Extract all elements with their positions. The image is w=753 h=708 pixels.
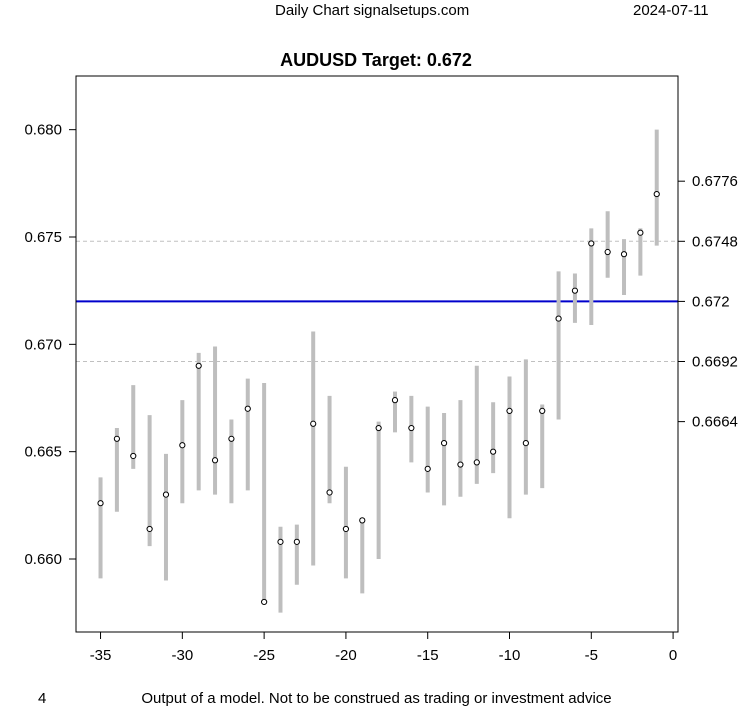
close-point bbox=[179, 442, 186, 449]
x-tick-label: -15 bbox=[417, 647, 439, 664]
close-point bbox=[555, 315, 562, 322]
y-tick-label-right: 0.6692 bbox=[692, 354, 738, 371]
x-tick-label: -5 bbox=[585, 647, 598, 664]
x-tick-label: -10 bbox=[499, 647, 521, 664]
close-point bbox=[359, 517, 366, 524]
close-point bbox=[326, 489, 333, 496]
close-point bbox=[342, 525, 350, 533]
x-tick-label: -25 bbox=[253, 647, 275, 664]
close-point bbox=[97, 500, 104, 507]
close-point bbox=[637, 229, 644, 236]
close-point bbox=[408, 424, 415, 432]
plot-area: -35 -30 -25 -20 -15 -10 -5 0 0.660 0.665 0.670 0.67… bbox=[24, 75, 738, 664]
close-point bbox=[440, 439, 448, 447]
chart-date-label: 2024-07-11 bbox=[633, 2, 709, 19]
x-tick-label: -35 bbox=[90, 647, 112, 664]
close-point bbox=[244, 405, 251, 412]
x-tick-label: -20 bbox=[335, 647, 357, 664]
close-point bbox=[457, 461, 464, 468]
close-point bbox=[506, 407, 513, 414]
close-point bbox=[588, 240, 595, 247]
chart-title: AUDUSD Target: 0.672 bbox=[280, 50, 472, 70]
close-point bbox=[490, 448, 497, 455]
plot-frame bbox=[75, 75, 679, 633]
chart-source-label: Daily Chart signalsetups.com bbox=[275, 2, 470, 19]
close-point bbox=[604, 248, 611, 256]
y-tick-label-left: 0.660 bbox=[24, 551, 62, 568]
close-point bbox=[522, 439, 529, 447]
y-tick-label-right: 0.6664 bbox=[692, 414, 738, 431]
x-tick-label: 0 bbox=[669, 647, 677, 664]
y-tick-label-right: 0.6776 bbox=[692, 173, 738, 190]
close-point bbox=[261, 598, 268, 606]
close-point bbox=[195, 362, 202, 369]
close-point bbox=[228, 435, 235, 442]
close-point bbox=[293, 538, 300, 545]
y-tick-label-left: 0.670 bbox=[24, 336, 62, 353]
close-point bbox=[391, 397, 399, 404]
close-point bbox=[571, 287, 579, 294]
disclaimer-text: Output of a model. Not to be construed a… bbox=[141, 690, 612, 707]
y-tick-label-left: 0.680 bbox=[24, 122, 62, 139]
close-point bbox=[539, 407, 546, 414]
close-point bbox=[113, 435, 120, 442]
y-tick-label-left: 0.665 bbox=[24, 444, 62, 461]
close-point bbox=[473, 459, 480, 466]
close-point bbox=[424, 465, 431, 472]
y-tick-label-right: 0.672 bbox=[692, 293, 730, 310]
close-point bbox=[310, 420, 317, 427]
close-point bbox=[162, 491, 170, 498]
close-point bbox=[130, 452, 137, 460]
close-point bbox=[620, 251, 628, 258]
close-point bbox=[653, 190, 660, 198]
page-number: 4 bbox=[38, 690, 47, 707]
close-point bbox=[211, 457, 219, 464]
close-point bbox=[146, 525, 153, 533]
close-point bbox=[375, 424, 382, 432]
y-tick-label-right: 0.6748 bbox=[692, 233, 738, 250]
close-point bbox=[277, 538, 284, 545]
y-tick-label-left: 0.675 bbox=[24, 229, 62, 246]
x-tick-label: -30 bbox=[171, 647, 193, 664]
